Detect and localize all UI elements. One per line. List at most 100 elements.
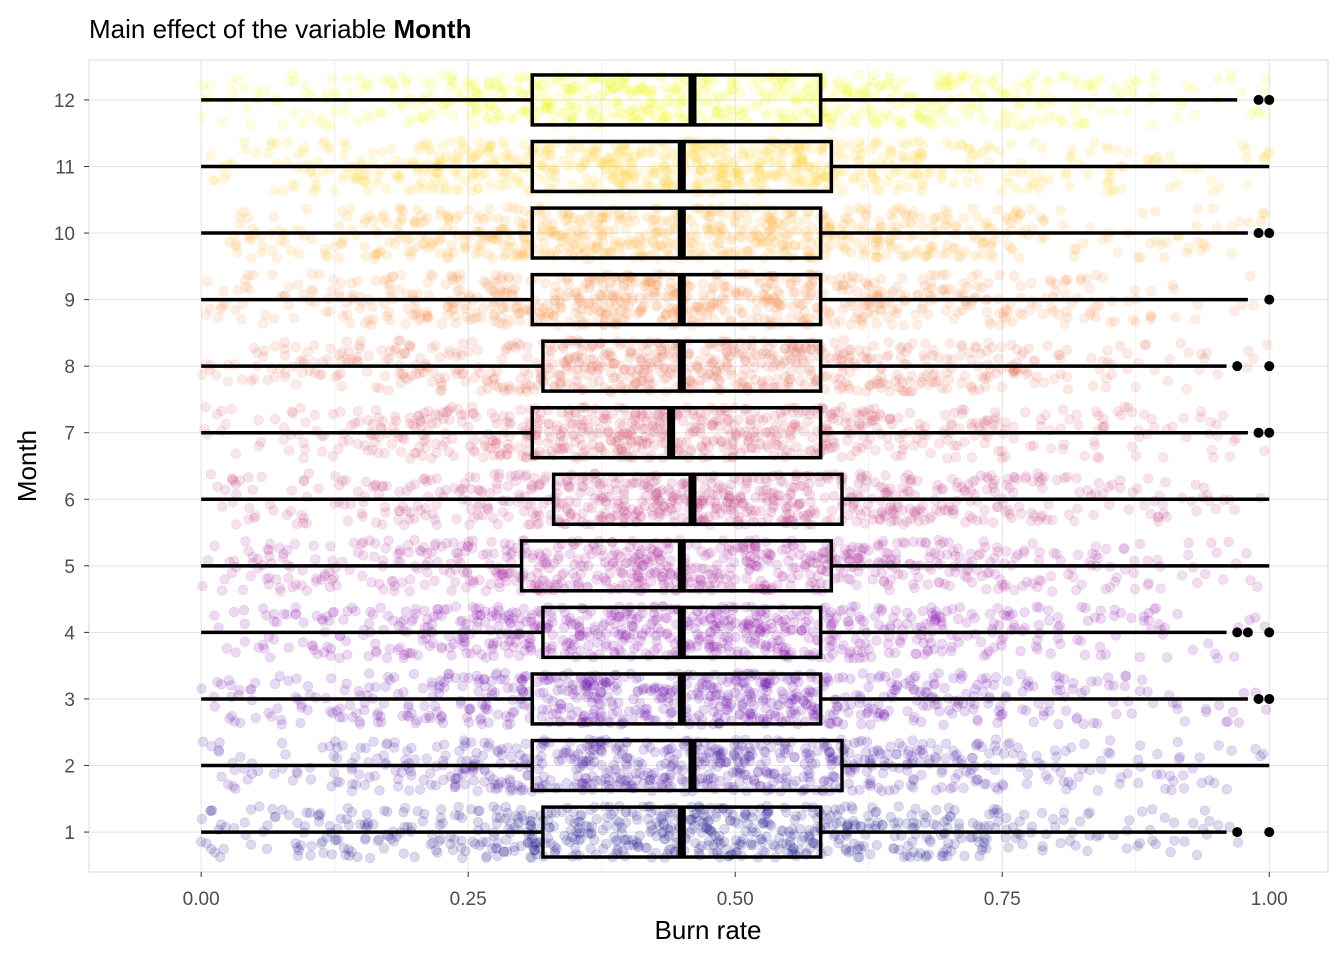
jitter-point [620,780,631,791]
jitter-point [1104,735,1116,746]
jitter-point [406,708,417,719]
jitter-point [1127,487,1138,498]
jitter-point [226,403,237,415]
jitter-point [408,613,419,625]
jitter-point [206,843,217,855]
jitter-point [700,823,712,834]
jitter-point [740,809,751,820]
jitter-point [685,642,697,654]
jitter-point [834,804,846,815]
jitter-point [1032,644,1043,655]
jitter-point [205,805,217,816]
jitter-point [785,432,796,444]
jitter-point [205,469,217,480]
jitter-point [1037,841,1048,852]
jitter-point [760,677,771,689]
jitter-point [368,819,379,830]
jitter-point [1052,612,1064,623]
jitter-point [988,478,999,490]
jitter-point [1053,719,1064,730]
jitter-point [270,811,281,822]
jitter-point [787,624,799,636]
jitter-point [840,845,852,856]
jitter-point [923,849,935,860]
jitter-point [1087,548,1098,559]
jitter-point [656,571,668,582]
jitter-point [802,485,813,497]
jitter-point [393,505,404,517]
jitter-point [567,568,579,579]
jitter-point [450,601,462,612]
jitter-point [777,544,788,555]
jitter-point [1217,410,1229,422]
jitter-point [1260,704,1272,715]
jitter-point [972,679,983,690]
jitter-point [1036,807,1048,819]
jitter-point [647,824,658,836]
jitter-point [1138,500,1150,511]
jitter-point [1187,644,1199,656]
jitter-point [370,404,382,416]
jitter-point [623,840,634,851]
jitter-point [205,805,216,817]
jitter-point [655,760,667,771]
jitter-point [1079,649,1091,661]
jitter-point [522,837,534,849]
jitter-point [902,840,914,852]
jitter-point [853,553,865,564]
jitter-point [300,417,311,428]
jitter-point [635,511,646,522]
jitter-point [388,421,399,432]
jitter-point [243,546,254,557]
jitter-point [698,817,709,829]
jitter-point [1058,814,1069,826]
jitter-point [1190,479,1201,490]
jitter-point [834,834,845,845]
jitter-point [456,835,467,847]
jitter-point [512,813,524,824]
jitter-point [334,712,345,723]
jitter-point [613,431,624,443]
jitter-point [1224,451,1236,462]
jitter-point [1009,584,1020,596]
jitter-point [1034,547,1045,558]
jitter-point [369,551,380,562]
jitter-point [1199,805,1211,816]
jitter-point [535,742,547,753]
jitter-point [554,498,565,510]
jitter-point [908,818,919,829]
jitter-point [429,540,441,551]
jitter-point [730,632,741,643]
jitter-point [877,768,889,779]
jitter-point [619,512,631,524]
jitter-point [243,514,254,525]
jitter-point [487,512,499,524]
jitter-point [741,769,752,781]
jitter-point [325,706,336,717]
jitter-point [777,440,788,451]
jitter-point [481,850,493,862]
jitter-point [1057,404,1069,416]
jitter-point [231,519,242,530]
jitter-point [435,804,447,815]
jitter-point [908,579,919,590]
jitter-point [632,571,644,583]
jitter-point [769,410,781,422]
jitter-point [435,833,447,845]
jitter-point [796,625,807,637]
jitter-point [551,708,562,720]
jitter-point [529,838,541,850]
jitter-point [533,763,544,775]
jitter-point [397,577,408,588]
jitter-point [1019,607,1030,618]
jitter-point [287,408,298,419]
jitter-point [272,703,283,714]
jitter-point [729,816,740,827]
jitter-point [314,810,325,821]
jitter-point [488,548,499,559]
jitter-point [310,554,321,565]
jitter-point [317,615,329,627]
jitter-point [775,752,787,764]
jitter-point [723,540,735,552]
jitter-point [346,806,358,818]
